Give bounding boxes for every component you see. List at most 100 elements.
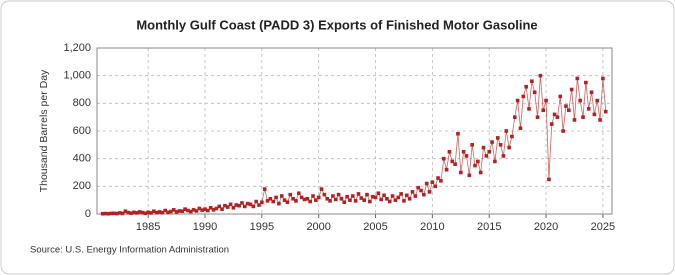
x-tick-label: 2020 (534, 221, 558, 233)
point (137, 210, 142, 214)
point (339, 196, 344, 201)
point (581, 115, 585, 119)
point (376, 191, 381, 196)
point (419, 188, 423, 193)
point (456, 131, 460, 136)
point (527, 107, 531, 111)
point (501, 154, 506, 158)
point (322, 192, 327, 197)
x-tick-label: 1995 (250, 221, 274, 233)
point (552, 112, 557, 117)
point (299, 195, 304, 200)
point (132, 210, 136, 215)
plot-border (96, 47, 613, 215)
point (510, 134, 514, 139)
point (140, 210, 145, 215)
point (174, 210, 179, 214)
point (294, 199, 298, 203)
point (188, 209, 193, 214)
point (453, 162, 457, 166)
chart-title: Monthly Gulf Coast (PADD 3) Exports of F… (136, 17, 537, 32)
point (143, 211, 148, 216)
point (268, 196, 273, 201)
y-tick-label: 600 (73, 125, 91, 137)
point (288, 192, 293, 197)
x-tick-label: 2010 (420, 221, 444, 233)
point (302, 197, 307, 202)
point (200, 208, 204, 212)
point (214, 206, 219, 211)
point (316, 195, 321, 200)
point (370, 194, 375, 199)
point (484, 154, 489, 158)
point (365, 192, 369, 197)
point (100, 211, 105, 216)
point (260, 200, 264, 205)
x-tick-label: 2005 (363, 221, 387, 233)
point (152, 209, 156, 214)
x-tick-label: 2025 (591, 221, 615, 233)
point (433, 184, 438, 189)
point (353, 199, 358, 203)
point (592, 112, 597, 117)
point (493, 159, 497, 164)
point (146, 210, 150, 215)
point (228, 202, 233, 207)
point (558, 94, 563, 99)
point (279, 194, 284, 198)
point (177, 209, 182, 213)
point (112, 211, 116, 216)
point (180, 209, 185, 214)
point (211, 208, 216, 212)
point (461, 149, 466, 154)
point (234, 203, 239, 207)
point (126, 210, 131, 215)
point (242, 204, 247, 209)
point (208, 205, 213, 210)
point (350, 194, 355, 198)
point (333, 197, 338, 202)
point (308, 199, 312, 204)
point (163, 208, 168, 213)
point (436, 176, 440, 180)
point (402, 199, 406, 203)
point (535, 115, 540, 119)
point (487, 149, 492, 154)
point (410, 190, 415, 194)
point (123, 209, 128, 214)
point (490, 140, 494, 144)
point (404, 193, 409, 198)
point (245, 201, 250, 206)
point (481, 145, 486, 150)
point (569, 87, 574, 92)
point (331, 194, 335, 198)
point (416, 185, 420, 190)
point (149, 211, 153, 215)
point (342, 200, 347, 205)
point (271, 199, 276, 204)
point (564, 104, 568, 108)
point (166, 210, 170, 215)
point (220, 207, 224, 211)
point (348, 198, 352, 202)
point (439, 179, 443, 183)
point (547, 177, 551, 182)
point (257, 203, 261, 207)
point (291, 196, 295, 201)
point (575, 76, 580, 81)
point (328, 199, 332, 203)
point (231, 205, 236, 210)
point (194, 209, 199, 213)
point (515, 98, 520, 103)
point (296, 191, 301, 196)
point (183, 207, 187, 211)
point (541, 108, 546, 113)
point (586, 107, 591, 111)
point (115, 211, 119, 216)
point (407, 196, 412, 201)
point (589, 90, 594, 95)
point (473, 163, 477, 168)
point (524, 84, 528, 89)
point (478, 170, 483, 175)
